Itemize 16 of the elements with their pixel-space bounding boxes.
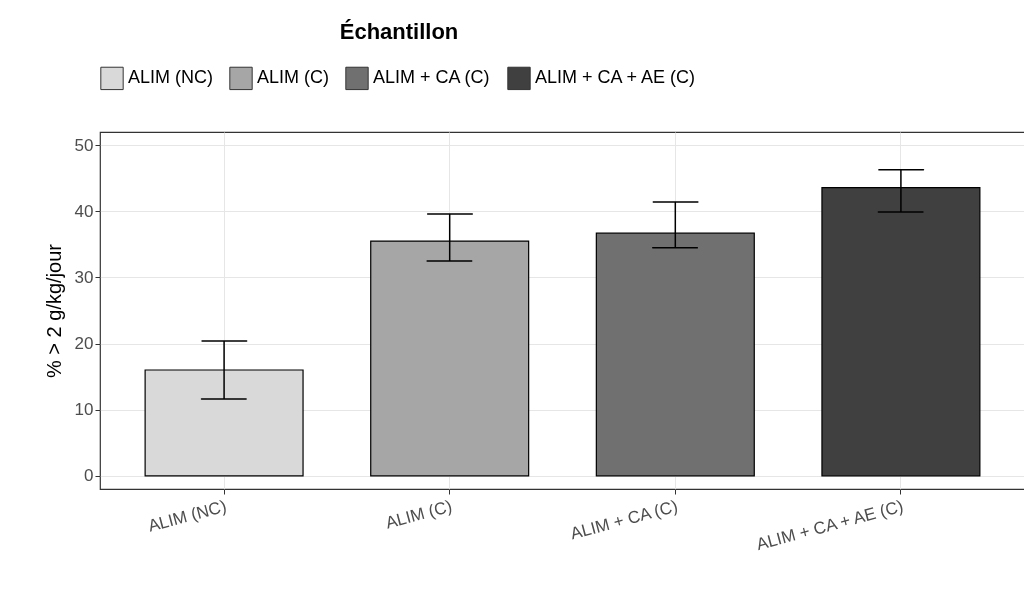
- legend-label: ALIM + CA + AE (C): [535, 67, 696, 88]
- legend-label: ALIM + CA (C): [373, 67, 490, 88]
- y-tick-label: 10: [74, 400, 94, 420]
- y-tick-label: 20: [74, 334, 94, 354]
- y-axis-title: % > 2 g/kg/jour: [42, 243, 65, 378]
- x-tick-label: ALIM + CA (C): [568, 496, 680, 544]
- y-tick-label: 0: [84, 466, 94, 486]
- x-tick-label: ALIM (NC): [146, 496, 229, 536]
- legend-label: ALIM (NC): [128, 67, 213, 88]
- legend-label: ALIM (C): [257, 67, 329, 88]
- y-tick-label: 40: [74, 201, 94, 221]
- y-tick-label: 50: [74, 135, 94, 155]
- x-tick-label: ALIM (C): [383, 496, 455, 533]
- x-tick-label: ALIM + CA + AE (C): [754, 496, 906, 555]
- legend-title: Échantillon: [339, 19, 459, 44]
- y-tick-label: 30: [74, 267, 94, 287]
